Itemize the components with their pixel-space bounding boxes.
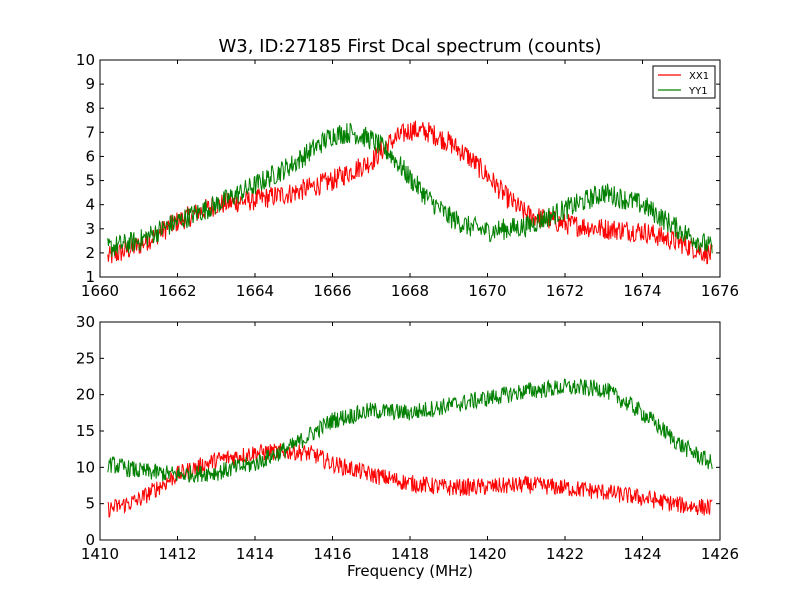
y-tick-label: 1 — [85, 268, 95, 286]
x-tick-label: 1664 — [236, 282, 274, 300]
y-tick-label: 6 — [85, 147, 95, 165]
series-line-xx1 — [107, 120, 713, 265]
series-line-yy1 — [107, 122, 713, 257]
x-tick-label: 1416 — [313, 545, 351, 563]
x-tick-label: 1422 — [546, 545, 584, 563]
y-tick-label: 7 — [85, 123, 95, 141]
x-tick-label: 1660 — [81, 282, 119, 300]
x-tick-label: 1418 — [391, 545, 429, 563]
chart-title: W3, ID:27185 First Dcal spectrum (counts… — [218, 36, 601, 57]
legend-label-yy1: YY1 — [688, 86, 708, 97]
x-tick-label: 1420 — [468, 545, 506, 563]
x-tick-label: 1662 — [158, 282, 196, 300]
x-tick-label: 1412 — [158, 545, 196, 563]
y-tick-label: 2 — [85, 244, 95, 262]
x-tick-label: 1426 — [701, 545, 739, 563]
x-tick-label: 1410 — [81, 545, 119, 563]
x-tick-label: 1672 — [546, 282, 584, 300]
y-tick-label: 10 — [76, 458, 95, 476]
x-tick-label: 1424 — [623, 545, 661, 563]
legend-box — [652, 65, 716, 99]
y-tick-label: 8 — [85, 99, 95, 117]
y-tick-label: 10 — [76, 51, 95, 69]
x-axis-label: Frequency (MHz) — [347, 562, 473, 580]
x-tick-label: 1414 — [236, 545, 274, 563]
y-tick-label: 9 — [85, 75, 95, 93]
y-tick-label: 15 — [76, 422, 95, 440]
x-tick-label: 1666 — [313, 282, 351, 300]
x-tick-label: 1670 — [468, 282, 506, 300]
y-tick-label: 20 — [76, 386, 95, 404]
legend-label-xx1: XX1 — [689, 71, 709, 82]
y-tick-label: 5 — [85, 495, 95, 513]
y-tick-label: 4 — [85, 196, 95, 214]
bottom-plot: 1410 1412 1414 1416 1418 1420 1422 1424 1426 0 5 10… — [76, 313, 739, 580]
x-tick-label: 1676 — [701, 282, 739, 300]
y-tick-label: 5 — [85, 172, 95, 190]
top-plot: 1660 1662 1664 1666 1668 1670 1672 1674 1676 1 2 3 4… — [76, 51, 739, 300]
y-tick-label: 30 — [76, 313, 95, 331]
x-tick-label: 1668 — [391, 282, 429, 300]
y-tick-label: 25 — [76, 349, 95, 367]
y-tick-label: 0 — [85, 531, 95, 549]
series-line-series-1 — [107, 378, 713, 484]
y-tick-label: 3 — [85, 220, 95, 238]
x-tick-label: 1674 — [623, 282, 661, 300]
